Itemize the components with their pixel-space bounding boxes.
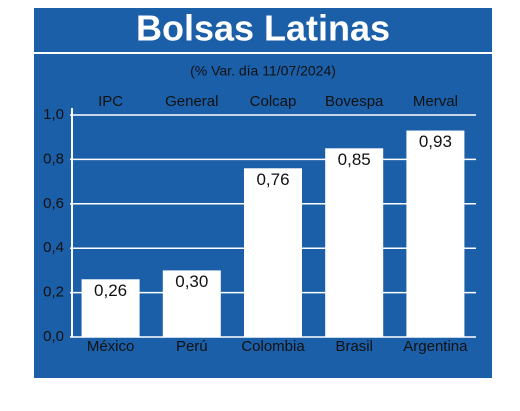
bar [406, 130, 465, 337]
chart-subtitle: (% Var. día 11/07/2024) [190, 63, 336, 79]
value-label: 0,30 [175, 272, 208, 291]
value-label: 0,26 [94, 281, 127, 300]
bar [325, 148, 384, 337]
value-label: 0,76 [256, 170, 289, 189]
index-label: Merval [413, 93, 458, 110]
y-tick-label: 1,0 [43, 106, 64, 123]
bar [244, 168, 302, 337]
y-tick-label: 0,0 [43, 328, 64, 345]
index-label: Colcap [250, 93, 297, 110]
x-tick-label: Perú [176, 338, 208, 355]
bar [162, 270, 221, 337]
index-label: IPC [98, 93, 123, 110]
x-tick-label: Argentina [403, 338, 468, 355]
value-label: 0,85 [338, 150, 371, 169]
x-tick-label: Brasil [335, 338, 373, 355]
value-label: 0,93 [419, 132, 452, 151]
index-label: General [165, 93, 218, 110]
index-label: Bovespa [325, 93, 384, 110]
y-tick-label: 0,2 [43, 284, 64, 301]
y-tick-label: 0,8 [43, 150, 64, 167]
bar [81, 279, 140, 337]
y-tick-label: 0,4 [43, 239, 64, 256]
x-tick-label: Colombia [241, 338, 305, 355]
x-tick-label: México [87, 338, 135, 355]
chart-title: Bolsas Latinas [136, 8, 390, 49]
y-tick-label: 0,6 [43, 195, 64, 212]
